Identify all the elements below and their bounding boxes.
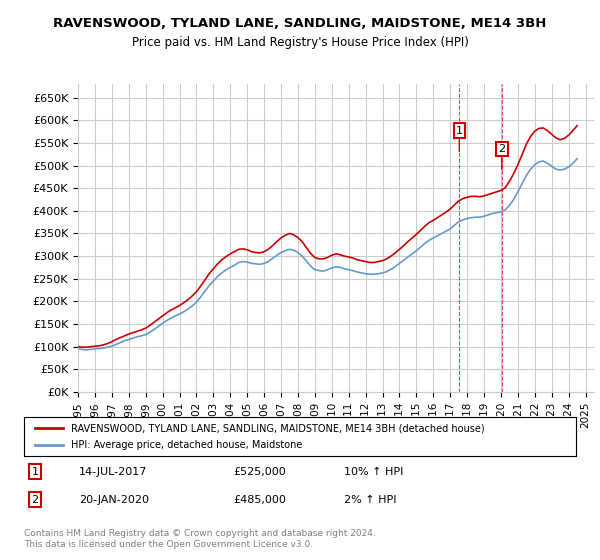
Text: 1: 1 (456, 125, 463, 136)
Text: 2: 2 (31, 494, 38, 505)
Text: RAVENSWOOD, TYLAND LANE, SANDLING, MAIDSTONE, ME14 3BH: RAVENSWOOD, TYLAND LANE, SANDLING, MAIDS… (53, 17, 547, 30)
Text: RAVENSWOOD, TYLAND LANE, SANDLING, MAIDSTONE, ME14 3BH (detached house): RAVENSWOOD, TYLAND LANE, SANDLING, MAIDS… (71, 423, 485, 433)
Text: 10% ↑ HPI: 10% ↑ HPI (344, 466, 404, 477)
Text: 2: 2 (498, 144, 505, 154)
Text: 2% ↑ HPI: 2% ↑ HPI (344, 494, 397, 505)
Text: £485,000: £485,000 (234, 494, 287, 505)
Text: 1: 1 (32, 466, 38, 477)
Text: 14-JUL-2017: 14-JUL-2017 (79, 466, 148, 477)
Text: £525,000: £525,000 (234, 466, 287, 477)
Text: 20-JAN-2020: 20-JAN-2020 (79, 494, 149, 505)
Text: Contains HM Land Registry data © Crown copyright and database right 2024.
This d: Contains HM Land Registry data © Crown c… (24, 529, 376, 549)
Text: Price paid vs. HM Land Registry's House Price Index (HPI): Price paid vs. HM Land Registry's House … (131, 36, 469, 49)
Text: HPI: Average price, detached house, Maidstone: HPI: Average price, detached house, Maid… (71, 440, 302, 450)
